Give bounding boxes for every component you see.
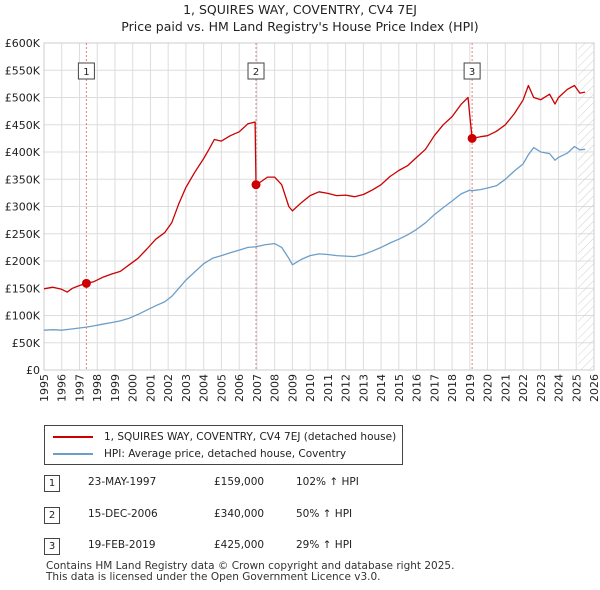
footer-line-1: Contains HM Land Registry data © Crown c… xyxy=(46,560,455,572)
sale-number-box xyxy=(77,62,95,80)
x-tick-label: 2021 xyxy=(499,374,512,402)
x-tick-label: 2000 xyxy=(127,374,140,402)
x-tick-label: 2008 xyxy=(269,374,282,402)
x-tick-label: 2019 xyxy=(464,374,477,402)
transaction-hpi: 102% ↑ HPI xyxy=(296,476,359,488)
property-series-line xyxy=(43,84,586,293)
x-tick-label: 2015 xyxy=(393,374,406,402)
transaction-hpi: 50% ↑ HPI xyxy=(296,508,353,520)
x-tick-label: 1995 xyxy=(38,374,51,402)
x-tick-label: 2012 xyxy=(340,374,353,402)
x-tick-label: 2013 xyxy=(357,374,370,402)
transaction-price: £425,000 xyxy=(214,539,265,551)
transaction-date: 23-MAY-1997 xyxy=(88,476,157,488)
transaction-date: 15-DEC-2006 xyxy=(88,508,158,520)
chart-subtitle: Price paid vs. HM Land Registry's House … xyxy=(121,19,479,34)
x-tick-label: 1996 xyxy=(56,374,69,402)
x-tick-label: 2024 xyxy=(553,374,566,402)
x-tick-label: 2014 xyxy=(375,374,388,402)
transaction-number: 3 xyxy=(44,538,60,555)
x-tick-label: 1999 xyxy=(109,374,122,402)
legend-swatch-hpi xyxy=(53,453,93,455)
transaction-number: 1 xyxy=(44,475,60,492)
sale-number-label: 3 xyxy=(469,67,475,78)
legend-label-property: 1, SQUIRES WAY, COVENTRY, CV4 7EJ (detac… xyxy=(104,431,397,443)
x-tick-label: 2025 xyxy=(570,374,583,402)
y-tick-label: £0 xyxy=(26,364,40,377)
y-tick-label: £150K xyxy=(5,282,41,295)
x-tick-label: 2007 xyxy=(251,374,264,402)
sale-number-box xyxy=(463,62,481,80)
forecast-hatch xyxy=(578,43,594,370)
legend-item-hpi: HPI: Average price, detached house, Cove… xyxy=(53,446,346,462)
y-tick-label: £600K xyxy=(5,37,41,50)
hpi-series-line xyxy=(43,145,586,331)
x-tick-label: 1998 xyxy=(91,374,104,402)
x-tick-label: 2018 xyxy=(446,374,459,402)
x-tick-label: 2006 xyxy=(233,374,246,402)
sale-point xyxy=(251,180,261,190)
sale-point xyxy=(467,133,477,143)
x-tick-label: 2026 xyxy=(588,374,600,402)
y-tick-label: £300K xyxy=(5,201,41,214)
transaction-row: 1 23-MAY-1997 £159,000 102% ↑ HPI xyxy=(44,474,444,494)
x-tick-label: 2010 xyxy=(304,374,317,402)
x-tick-label: 2011 xyxy=(322,374,335,402)
y-tick-label: £450K xyxy=(5,119,41,132)
x-tick-label: 2016 xyxy=(411,374,424,402)
transaction-date: 19-FEB-2019 xyxy=(88,539,156,551)
y-tick-label: £550K xyxy=(5,64,41,77)
x-tick-label: 2020 xyxy=(482,374,495,402)
x-tick-label: 2009 xyxy=(286,374,299,402)
transaction-number: 2 xyxy=(44,507,60,524)
y-tick-label: £100K xyxy=(5,310,41,323)
x-tick-label: 1997 xyxy=(73,374,86,402)
y-tick-label: £350K xyxy=(5,173,41,186)
transaction-hpi: 29% ↑ HPI xyxy=(296,539,353,551)
y-tick-label: £500K xyxy=(5,92,41,105)
y-tick-label: £50K xyxy=(12,337,41,350)
y-tick-label: £200K xyxy=(5,255,41,268)
transaction-price: £340,000 xyxy=(214,508,265,520)
legend-item-property: 1, SQUIRES WAY, COVENTRY, CV4 7EJ (detac… xyxy=(53,429,396,445)
transaction-row: 3 19-FEB-2019 £425,000 29% ↑ HPI xyxy=(44,537,444,557)
legend-swatch-property xyxy=(53,436,93,438)
footer: Contains HM Land Registry data © Crown c… xyxy=(46,561,454,583)
sale-number-box xyxy=(247,62,265,80)
y-tick-label: £400K xyxy=(5,146,41,159)
legend: 1, SQUIRES WAY, COVENTRY, CV4 7EJ (detac… xyxy=(44,425,403,465)
plot-area-border xyxy=(43,42,595,371)
x-tick-label: 2002 xyxy=(162,374,175,402)
x-tick-label: 2001 xyxy=(144,374,157,402)
sale-number-label: 2 xyxy=(253,67,259,78)
x-tick-label: 2017 xyxy=(428,374,441,402)
chart-title: 1, SQUIRES WAY, COVENTRY, CV4 7EJ xyxy=(183,2,417,17)
footer-line-2: This data is licensed under the Open Gov… xyxy=(46,571,381,583)
sale-number-label: 1 xyxy=(83,67,89,78)
x-tick-label: 2004 xyxy=(198,374,211,402)
x-tick-label: 2022 xyxy=(517,374,530,402)
x-tick-label: 2005 xyxy=(215,374,228,402)
x-tick-label: 2023 xyxy=(535,374,548,402)
x-tick-label: 2003 xyxy=(180,374,193,402)
transaction-price: £159,000 xyxy=(214,476,265,488)
price-chart: £0 £50K £100K £150K £200K £250K £300K £350K £400… xyxy=(5,37,600,402)
legend-label-hpi: HPI: Average price, detached house, Cove… xyxy=(104,448,347,460)
sale-point xyxy=(81,278,91,288)
transaction-row: 2 15-DEC-2006 £340,000 50% ↑ HPI xyxy=(44,506,444,526)
y-tick-label: £250K xyxy=(5,228,41,241)
